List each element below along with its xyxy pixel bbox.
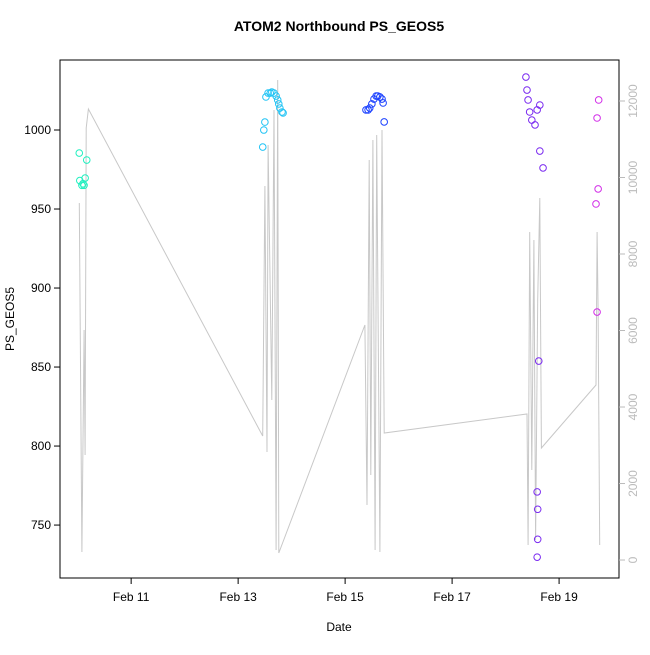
data-point: [278, 108, 286, 116]
data-point: [593, 308, 601, 316]
data-point: [272, 92, 280, 100]
y-axis-label: PS_GEOS5: [3, 287, 17, 351]
data-point: [274, 100, 283, 108]
data-point: [266, 89, 275, 97]
y-tick-label: 750: [31, 518, 51, 532]
altitude-line: [78, 79, 601, 554]
y-tick-label: 900: [31, 281, 51, 295]
y2-tick-label: 0: [626, 556, 640, 563]
y2-tick-label: 8000: [626, 240, 640, 267]
data-point: [82, 156, 91, 164]
plot-frame: [59, 59, 620, 579]
data-point: [533, 553, 541, 561]
data-point: [523, 86, 531, 94]
x-tick-label: Feb 15: [326, 590, 364, 604]
y2-tick-label: 12000: [626, 84, 640, 118]
x-axis-label: Date: [326, 620, 352, 634]
data-point: [594, 96, 603, 104]
data-point: [536, 101, 544, 109]
data-point: [362, 106, 370, 114]
data-point: [531, 121, 539, 129]
data-point: [364, 106, 372, 114]
data-point: [524, 96, 532, 104]
data-point: [365, 104, 374, 112]
data-point: [264, 89, 272, 97]
data-point: [279, 109, 287, 117]
y-tick-label: 850: [31, 360, 51, 374]
data-point: [594, 185, 602, 193]
data-point: [78, 181, 86, 190]
y-tick-label: 1000: [24, 123, 51, 137]
y2-tick-label: 10000: [626, 161, 640, 195]
data-point: [81, 174, 89, 182]
data-point: [593, 114, 601, 122]
data-point: [380, 118, 388, 126]
data-point: [536, 147, 544, 155]
data-point: [379, 99, 387, 107]
data-point: [262, 93, 270, 101]
x-tick-label: Feb 17: [433, 590, 471, 604]
data-point: [533, 488, 541, 496]
data-point: [522, 73, 530, 81]
y-tick-label: 950: [31, 202, 51, 216]
y2-tick-label: 4000: [626, 393, 640, 420]
data-point: [533, 535, 542, 544]
data-point: [534, 357, 543, 365]
data-point: [258, 143, 267, 151]
chart-title: ATOM2 Northbound PS_GEOS5: [234, 18, 444, 34]
data-point: [260, 126, 268, 134]
data-point: [533, 505, 542, 514]
data-point: [539, 164, 547, 172]
x-tick-label: Feb 13: [219, 590, 257, 604]
y-tick-label: 800: [31, 439, 51, 453]
x-tick-label: Feb 11: [113, 590, 150, 604]
y2-tick-label: 2000: [626, 470, 640, 497]
data-point: [80, 181, 88, 190]
data-point: [261, 118, 269, 126]
data-point: [376, 93, 384, 101]
data-point: [75, 149, 84, 157]
data-point: [378, 95, 386, 103]
x-tick-label: Feb 19: [540, 590, 578, 604]
data-point: [525, 108, 534, 116]
data-point: [368, 100, 376, 108]
data-point: [592, 200, 600, 208]
data-point: [273, 96, 282, 104]
y2-tick-label: 6000: [626, 317, 640, 344]
